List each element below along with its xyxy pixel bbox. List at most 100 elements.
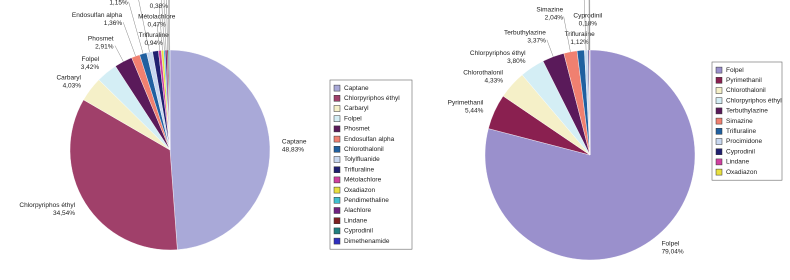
legend-label: Trifluraline <box>726 128 756 135</box>
legend-swatch <box>333 207 341 214</box>
legend-label: Simazine <box>726 118 753 125</box>
legend: Captane Chlorpyriphos éthyl Carbaryl Folpel… <box>329 79 413 250</box>
legend-label: Alachlore <box>344 207 371 214</box>
leader-line <box>128 1 144 54</box>
slice-label: Carbaryl <box>56 75 81 82</box>
leader-line <box>158 5 163 51</box>
slice-value-label: 0,94% <box>144 40 163 47</box>
legend-swatch <box>715 97 723 104</box>
legend-label: Cyprodinil <box>344 228 373 235</box>
slice-label: Captane <box>282 139 307 146</box>
pie-slice <box>169 49 271 250</box>
slice-value-label: 3,80% <box>507 58 526 65</box>
legend-label: Métolachlore <box>344 177 382 184</box>
legend-label: Folpel <box>344 115 362 122</box>
slice-label: Chlorpyriphos éthyl <box>19 202 75 209</box>
leader-line <box>563 16 571 52</box>
leader-line <box>161 0 165 51</box>
legend-box <box>329 79 413 250</box>
slice-value-label: 2,04% <box>545 14 564 21</box>
slice-label: Cyprodinil <box>573 13 602 20</box>
legend-swatch <box>715 148 723 155</box>
slice-value-label: 0,18% <box>579 21 598 28</box>
leader-line <box>114 45 124 62</box>
pie-slice <box>69 99 178 251</box>
legend-swatch <box>333 125 341 133</box>
slice-value-label: 34,54% <box>53 210 75 217</box>
legend-swatch <box>333 186 341 194</box>
slice-label: Oxadiazon <box>143 0 174 2</box>
slice-label: Folpel <box>81 56 99 63</box>
legend-label: Terbuthylazine <box>726 108 768 115</box>
leader-line <box>156 23 161 51</box>
legend-swatch <box>715 128 723 135</box>
legend-swatch <box>715 87 723 94</box>
leader-line <box>166 0 168 51</box>
legend-label: Pendimethaline <box>344 197 389 204</box>
legend-label: Trifluraline <box>344 166 374 173</box>
legend-label: Oxadiazon <box>344 187 375 194</box>
legend-swatch <box>333 176 341 184</box>
slice-label: Trifluraline <box>139 32 169 39</box>
legend-label: Dimethenamide <box>344 238 390 245</box>
legend-swatch <box>715 117 723 125</box>
legend-swatch <box>715 66 723 74</box>
pie-slice <box>484 49 696 261</box>
slice-value-label: 79,04% <box>662 248 684 255</box>
legend-box <box>711 61 783 181</box>
legend-label: Oxadiazon <box>726 169 757 176</box>
legend-swatch <box>333 156 341 163</box>
leader-line <box>168 0 170 51</box>
legend-swatch <box>715 138 723 145</box>
slice-value-label: 4,33% <box>485 78 504 85</box>
legend-swatch <box>333 115 341 122</box>
leader-line <box>163 0 167 51</box>
slice-label: Phosmet <box>88 36 114 43</box>
slice-value-label: 4,03% <box>63 83 82 90</box>
slice-value-label: 48,83% <box>282 147 304 154</box>
legend-label: Chlorothalonil <box>344 146 384 153</box>
legend-label: Chlorpyriphos éthyl <box>344 95 400 102</box>
slice-value-label: 3,37% <box>527 38 546 45</box>
legend-label: Tolylfluanide <box>344 156 380 163</box>
leader-line <box>583 0 587 51</box>
slice-label: Métolachlore <box>138 13 176 20</box>
slice-label: Terbuthylazine <box>504 30 546 37</box>
legend-swatch <box>715 107 723 115</box>
slice-label: Chlorothalonil <box>463 70 503 77</box>
legend-label: Carbaryl <box>344 105 369 112</box>
legend-label: Phosmet <box>344 126 370 133</box>
leader-line <box>138 0 150 53</box>
slice-label: Pyrimethanil <box>448 99 484 106</box>
slice-label: Folpel <box>662 240 680 247</box>
legend-label: Captane <box>344 85 369 92</box>
legend-swatch <box>333 84 341 92</box>
slice-value-label: 3,42% <box>81 64 100 71</box>
slice-value-label: 0,51% <box>575 0 594 1</box>
legend-swatch <box>333 135 341 143</box>
legend-swatch <box>715 158 723 166</box>
legend-swatch <box>715 168 723 176</box>
legend-label: Chlorothalonil <box>726 87 766 94</box>
slice-label: Trifluraline <box>565 31 595 38</box>
legend-swatch <box>333 197 341 204</box>
slice-label: Endosulfan alpha <box>72 12 123 19</box>
slice-value-label: 1,36% <box>104 20 123 27</box>
legend-swatch <box>333 105 341 112</box>
slice-label: Chlorpyriphos éthyl <box>470 50 526 57</box>
legend-label: Cyprodinil <box>726 148 755 155</box>
leader-line <box>546 39 554 57</box>
legend-label: Pyrimethanil <box>726 77 762 84</box>
slice-value-label: 5,44% <box>465 107 484 114</box>
legend-swatch <box>333 95 341 102</box>
legend-swatch <box>333 227 341 235</box>
legend-swatch <box>333 237 341 245</box>
slice-value-label: 1,15% <box>109 0 128 7</box>
legend-swatch <box>715 77 723 84</box>
slice-value-label: 1,12% <box>570 39 589 46</box>
legend-swatch <box>333 217 341 224</box>
slice-label: Simazine <box>536 6 563 13</box>
slice-value-label: 0,47% <box>148 21 167 28</box>
legend-label: Endosulfan alpha <box>344 136 395 143</box>
